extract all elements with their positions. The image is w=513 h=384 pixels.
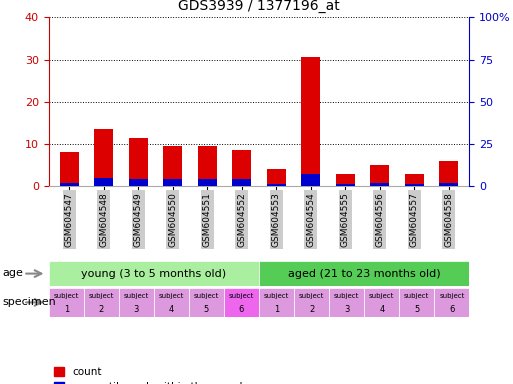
Bar (405, 184, 424, 186)
Bar (60, 152, 79, 186)
Text: 4: 4 (379, 305, 384, 314)
Text: subject: subject (299, 293, 324, 299)
Legend: count, percentile rank within the sample: count, percentile rank within the sample (54, 367, 249, 384)
Text: subject: subject (369, 293, 394, 299)
Text: specimen: specimen (3, 297, 56, 307)
Text: 1: 1 (274, 305, 279, 314)
Bar (224, 288, 259, 317)
Text: subject: subject (159, 293, 184, 299)
Bar (163, 146, 182, 186)
Bar (198, 146, 217, 186)
Bar (49, 261, 259, 286)
Bar (259, 261, 469, 286)
Bar (370, 165, 389, 186)
Text: 2: 2 (309, 305, 314, 314)
Bar (49, 288, 84, 317)
Text: young (3 to 5 months old): young (3 to 5 months old) (82, 268, 226, 279)
Text: subject: subject (334, 293, 360, 299)
Bar (154, 288, 189, 317)
Text: subject: subject (53, 293, 79, 299)
Bar (329, 288, 364, 317)
Text: subject: subject (264, 293, 289, 299)
Bar (163, 179, 182, 186)
Bar (267, 184, 286, 186)
Title: GDS3939 / 1377196_at: GDS3939 / 1377196_at (178, 0, 340, 13)
Text: 6: 6 (239, 305, 244, 314)
Text: subject: subject (439, 293, 465, 299)
Bar (336, 174, 355, 186)
Text: subject: subject (194, 293, 219, 299)
Bar (439, 161, 458, 186)
Bar (94, 129, 113, 186)
Text: age: age (3, 268, 24, 278)
Text: subject: subject (89, 293, 114, 299)
Bar (336, 184, 355, 186)
Text: 5: 5 (414, 305, 420, 314)
Bar (129, 138, 148, 186)
Bar (405, 174, 424, 186)
Text: 3: 3 (344, 305, 349, 314)
Bar (294, 288, 329, 317)
Text: 6: 6 (449, 305, 455, 314)
Text: 2: 2 (98, 305, 104, 314)
Text: subject: subject (229, 293, 254, 299)
Text: 1: 1 (64, 305, 69, 314)
Bar (232, 151, 251, 186)
Bar (189, 288, 224, 317)
Text: subject: subject (124, 293, 149, 299)
Text: aged (21 to 23 months old): aged (21 to 23 months old) (288, 268, 441, 279)
Bar (399, 288, 435, 317)
Bar (119, 288, 154, 317)
Bar (198, 179, 217, 186)
Bar (60, 183, 79, 186)
Bar (232, 179, 251, 186)
Bar (364, 288, 399, 317)
Text: 3: 3 (134, 305, 139, 314)
Bar (301, 174, 320, 186)
Bar (129, 179, 148, 186)
Bar (439, 183, 458, 186)
Text: 5: 5 (204, 305, 209, 314)
Bar (94, 178, 113, 186)
Bar (370, 183, 389, 186)
Bar (435, 288, 469, 317)
Text: subject: subject (404, 293, 429, 299)
Bar (84, 288, 119, 317)
Text: 4: 4 (169, 305, 174, 314)
Bar (259, 288, 294, 317)
Bar (301, 58, 320, 186)
Bar (267, 169, 286, 186)
